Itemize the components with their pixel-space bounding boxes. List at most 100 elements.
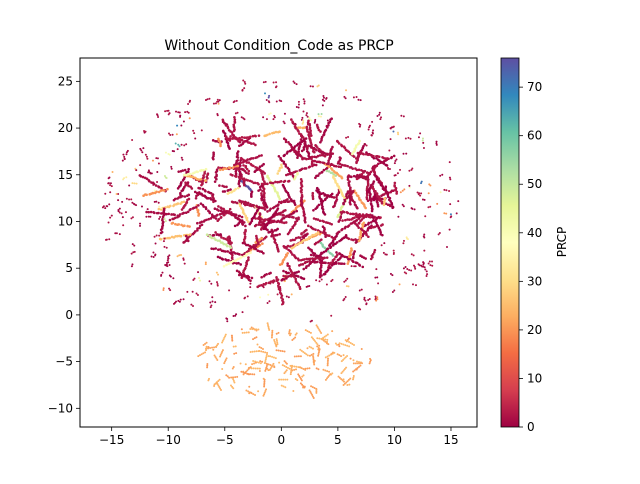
data-point — [243, 331, 246, 334]
data-point — [241, 200, 245, 203]
data-point — [166, 205, 170, 209]
data-point — [359, 232, 362, 236]
data-point — [240, 255, 243, 259]
data-point — [350, 265, 353, 268]
data-point — [130, 217, 133, 220]
data-point — [157, 201, 160, 204]
data-point — [382, 251, 385, 254]
data-point — [231, 339, 234, 342]
data-point — [237, 186, 240, 190]
data-point — [402, 205, 405, 208]
data-point — [356, 362, 359, 365]
data-point — [328, 251, 332, 255]
data-point — [286, 244, 290, 248]
data-point — [308, 126, 312, 129]
data-point — [373, 171, 376, 174]
data-point — [278, 232, 281, 236]
data-point — [429, 264, 432, 267]
data-point — [260, 197, 264, 200]
data-point — [206, 176, 209, 180]
data-point — [294, 378, 297, 380]
data-point — [306, 367, 309, 370]
data-point — [338, 354, 341, 357]
data-point — [240, 215, 244, 219]
plot-frame — [79, 57, 478, 428]
data-point — [121, 216, 124, 219]
data-point — [322, 273, 326, 276]
data-point — [325, 256, 329, 259]
data-point — [263, 225, 267, 228]
data-point — [282, 120, 285, 123]
data-point — [355, 218, 359, 222]
data-point — [276, 191, 279, 194]
data-point — [364, 299, 367, 302]
data-point — [226, 250, 230, 253]
data-point — [260, 350, 263, 353]
data-point — [301, 375, 304, 378]
data-point — [298, 132, 301, 135]
data-point — [288, 149, 292, 153]
data-point — [242, 371, 245, 374]
data-point — [216, 113, 219, 116]
data-point — [267, 325, 270, 328]
data-point — [212, 348, 215, 351]
data-point — [162, 288, 165, 291]
data-point — [222, 237, 225, 240]
data-point — [240, 206, 243, 210]
data-point — [209, 197, 212, 200]
data-point — [222, 265, 226, 268]
data-point — [301, 383, 304, 386]
data-point — [321, 104, 324, 107]
data-point — [215, 381, 218, 384]
data-point — [342, 202, 345, 206]
data-point — [381, 223, 384, 226]
data-point — [224, 210, 227, 214]
data-point — [301, 126, 305, 130]
data-point — [128, 184, 131, 187]
data-point — [368, 297, 371, 300]
data-point — [166, 265, 169, 268]
data-point — [250, 190, 254, 194]
data-point — [300, 149, 304, 153]
data-point — [234, 112, 237, 115]
data-point — [252, 393, 255, 396]
data-point — [265, 99, 268, 102]
data-point — [275, 233, 279, 237]
data-point — [318, 337, 321, 340]
data-point — [340, 143, 343, 147]
data-point — [272, 131, 276, 134]
data-point — [179, 254, 182, 257]
data-point — [290, 369, 293, 372]
data-point — [286, 198, 289, 201]
data-point — [226, 123, 229, 126]
data-point — [360, 201, 364, 204]
data-point — [340, 262, 344, 265]
data-point — [380, 197, 384, 201]
data-point — [210, 247, 213, 250]
data-point — [375, 198, 379, 202]
data-point — [288, 274, 292, 278]
data-point — [324, 378, 327, 381]
data-point — [357, 98, 360, 101]
data-point — [225, 263, 228, 267]
data-point — [372, 187, 375, 191]
data-point — [239, 362, 242, 365]
data-point — [344, 164, 347, 167]
data-point — [232, 101, 235, 104]
data-point — [342, 384, 345, 387]
data-point — [128, 198, 131, 201]
data-point — [233, 137, 237, 140]
data-point — [276, 194, 280, 197]
data-point — [276, 172, 280, 175]
data-point — [300, 204, 304, 208]
data-point — [101, 206, 104, 209]
data-point — [302, 350, 305, 353]
data-point — [305, 149, 309, 153]
data-point — [378, 159, 381, 162]
data-point — [176, 124, 179, 127]
data-point — [290, 118, 293, 121]
data-point — [318, 190, 321, 194]
data-point — [221, 121, 224, 124]
data-point — [326, 221, 330, 225]
data-point — [171, 217, 174, 221]
